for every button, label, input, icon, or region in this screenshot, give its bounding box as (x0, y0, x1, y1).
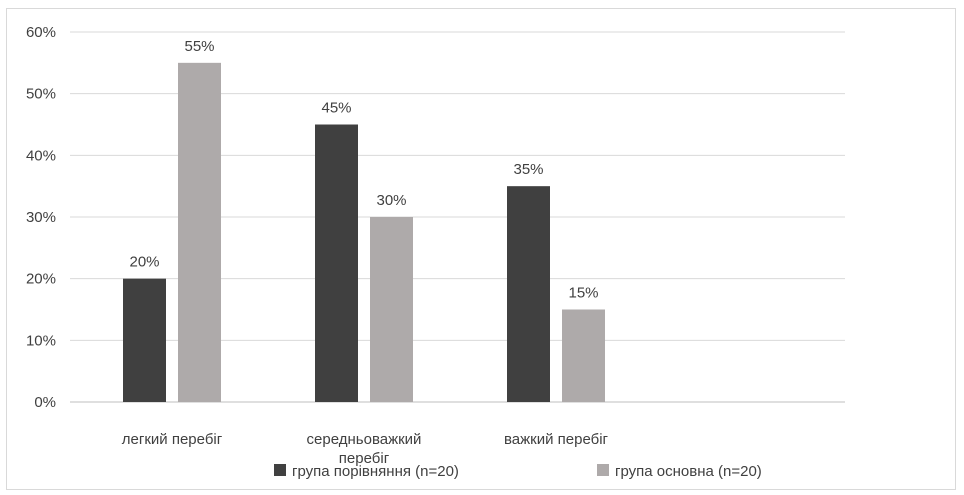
bar-main-0 (178, 62, 221, 402)
legend-label-main: група основна (n=20) (615, 463, 762, 480)
bar-main-1 (370, 217, 413, 402)
y-tick-label: 0% (34, 394, 56, 411)
y-tick-label: 60% (26, 24, 56, 41)
legend-label-comparison: група порівняння (n=20) (292, 463, 459, 480)
category-label: легкий перебіг (122, 431, 223, 448)
y-tick-label: 50% (26, 86, 56, 103)
legend: група порівняння (n=20) група основна (n… (274, 463, 762, 480)
y-tick-label: 20% (26, 271, 56, 288)
data-label: 35% (513, 161, 543, 178)
bar-comparison-0 (123, 278, 166, 402)
legend-swatch-comparison (274, 464, 286, 476)
data-labels: 20% 45% 35% 55% 30% 15% (129, 38, 598, 302)
chart-area (6, 8, 956, 490)
y-tick-label: 30% (26, 209, 56, 226)
y-tick-label: 10% (26, 332, 56, 349)
y-tick-label: 40% (26, 147, 56, 164)
bars (123, 62, 605, 402)
legend-swatch-main (597, 464, 609, 476)
category-label: важкий перебіг (504, 431, 609, 448)
data-label: 15% (568, 285, 598, 302)
bar-comparison-1 (315, 124, 358, 402)
data-label: 45% (321, 100, 351, 117)
y-axis-tick-labels: 0% 10% 20% 30% 40% 50% 60% (26, 24, 56, 411)
data-label: 30% (376, 192, 406, 209)
bar-comparison-2 (507, 186, 550, 402)
category-label: середньоважкий перебіг (307, 431, 422, 467)
bar-main-2 (562, 309, 605, 402)
x-axis-category-labels: легкий перебіг середньоважкий перебіг важки… (122, 431, 609, 467)
data-label: 55% (184, 38, 214, 55)
data-label: 20% (129, 254, 159, 271)
